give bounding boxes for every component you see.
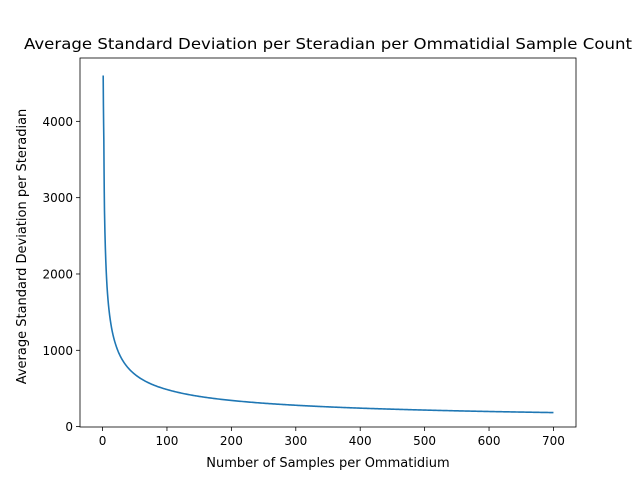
plot-layer [102, 75, 554, 414]
y-tick-label: 0 [65, 420, 73, 434]
x-tick-label: 100 [156, 434, 179, 448]
x-tick-label: 0 [99, 434, 107, 448]
axes-frame [79, 57, 577, 428]
x-axis-label: Number of Samples per Ommatidium [206, 456, 449, 471]
y-tick-label: 4000 [42, 115, 73, 129]
y-tick-label: 1000 [42, 344, 73, 358]
y-tick-label: 2000 [42, 267, 73, 281]
series-line [102, 75, 554, 414]
chart-title: Average Standard Deviation per Steradian… [24, 35, 632, 53]
y-tick-label: 3000 [42, 191, 73, 205]
x-tick-label: 500 [413, 434, 436, 448]
x-tick-label: 600 [478, 434, 501, 448]
y-axis-ticks: 0 1000 2000 3000 4000 [42, 115, 80, 434]
x-tick-label: 200 [220, 434, 243, 448]
y-axis-label: Average Standard Deviation per Steradian [15, 109, 30, 385]
x-axis-ticks: 0 100 200 300 400 500 600 700 [99, 427, 565, 448]
x-tick-label: 300 [284, 434, 307, 448]
x-tick-label: 700 [542, 434, 565, 448]
x-tick-label: 400 [349, 434, 372, 448]
